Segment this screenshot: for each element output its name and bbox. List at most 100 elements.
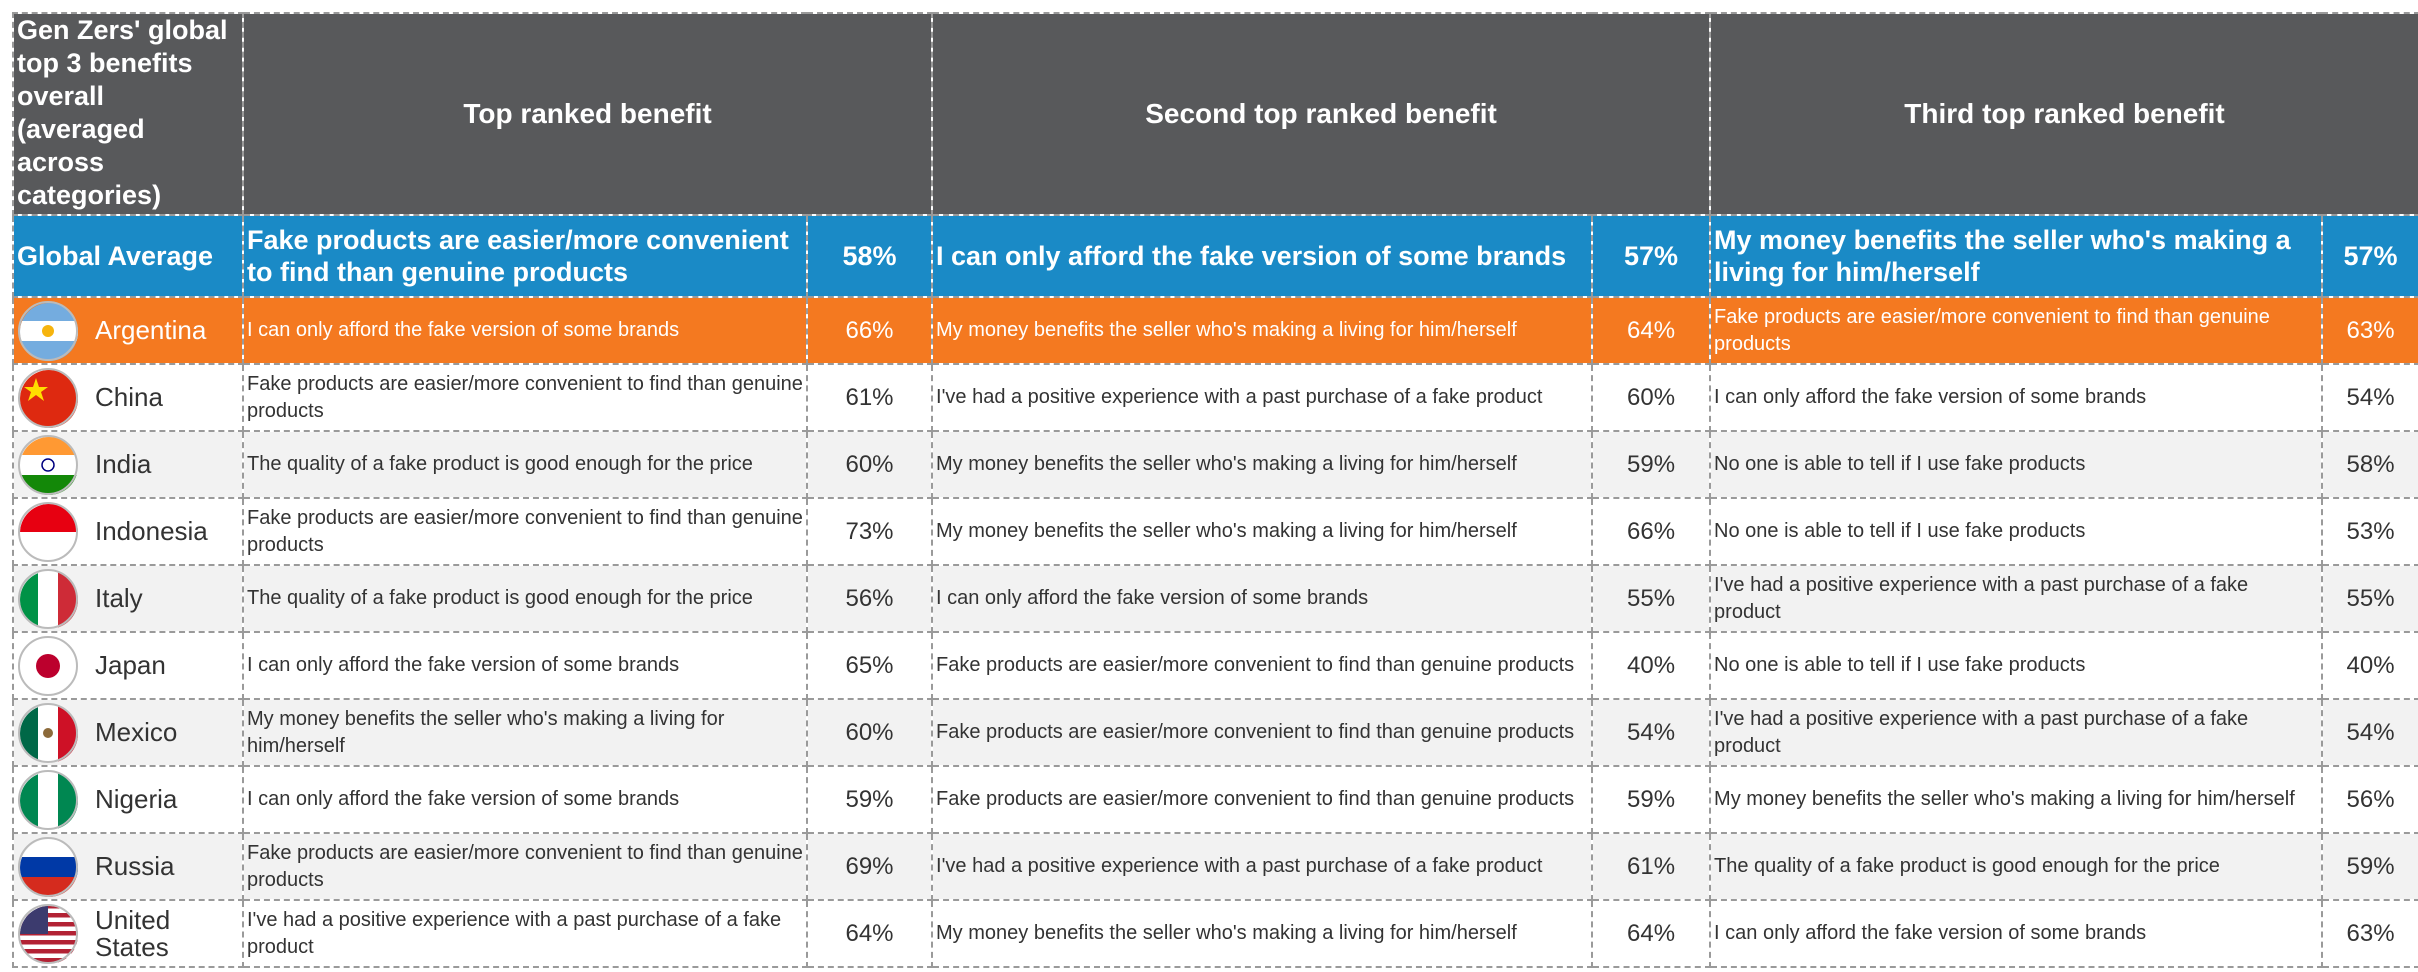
country-row: Nigeria I can only afford the fake versio…	[12, 765, 2418, 834]
percent: 63%	[2321, 296, 2418, 365]
benefit: No one is able to tell if I use fake pro…	[1709, 430, 2324, 499]
percent: 63%	[2321, 899, 2418, 968]
percent: 73%	[805, 497, 934, 566]
percent: 54%	[2321, 698, 2418, 767]
benefit: My money benefits the seller who's makin…	[931, 497, 1594, 566]
flag	[18, 635, 78, 696]
benefit: Fake products are easier/more convenient…	[931, 698, 1594, 767]
benefit: I've had a positive experience with a pa…	[242, 899, 808, 968]
benefit: Fake products are easier/more convenient…	[242, 832, 808, 901]
benefit: I can only afford the fake version of so…	[931, 214, 1594, 298]
country-cell: Italy	[12, 564, 244, 633]
percent: 66%	[1591, 497, 1712, 566]
percent: 59%	[805, 765, 934, 834]
country-row: Japan I can only afford the fake version …	[12, 631, 2418, 700]
benefit: Fake products are easier/more convenient…	[242, 363, 808, 432]
benefit: The quality of a fake product is good en…	[242, 430, 808, 499]
percent: 64%	[805, 899, 934, 968]
percent: 61%	[1591, 832, 1712, 901]
percent: 69%	[805, 832, 934, 901]
country-cell: Indonesia	[12, 497, 244, 566]
benefit: My money benefits the seller who's makin…	[1709, 214, 2324, 298]
percent: 58%	[2321, 430, 2418, 499]
country-name: China	[95, 382, 163, 412]
flag	[18, 300, 78, 361]
percent: 66%	[805, 296, 934, 365]
country-wrap: Russia	[17, 836, 239, 898]
column-header: Second top ranked benefit	[931, 12, 1712, 216]
benefit: Fake products are easier/more convenient…	[242, 214, 808, 298]
country-cell: Argentina	[12, 296, 244, 365]
benefit: No one is able to tell if I use fake pro…	[1709, 497, 2324, 566]
country-row: Italy The quality of a fake product is go…	[12, 564, 2418, 633]
benefit: I can only afford the fake version of so…	[1709, 363, 2324, 432]
country-wrap: Japan	[17, 635, 239, 697]
benefit: I've had a positive experience with a pa…	[1709, 698, 2324, 767]
benefit: The quality of a fake product is good en…	[1709, 832, 2324, 901]
country-wrap: India	[17, 434, 239, 496]
column-header: Third top ranked benefit	[1709, 12, 2418, 216]
percent: 55%	[1591, 564, 1712, 633]
country-cell: Japan	[12, 631, 244, 700]
flag	[18, 769, 78, 830]
percent: 58%	[805, 214, 934, 298]
flag	[18, 836, 78, 897]
benefit: My money benefits the seller who's makin…	[931, 899, 1594, 968]
percent: 40%	[1591, 631, 1712, 700]
benefit: Fake products are easier/more convenient…	[242, 497, 808, 566]
country-wrap: China	[17, 367, 239, 429]
country-name: United States	[95, 904, 171, 962]
country-name: Italy	[95, 583, 143, 613]
flag	[18, 568, 78, 629]
benefit: My money benefits the seller who's makin…	[242, 698, 808, 767]
country-name: Russia	[95, 851, 175, 881]
percent: 59%	[1591, 765, 1712, 834]
flag	[18, 434, 78, 495]
percent: 55%	[2321, 564, 2418, 633]
benefit: I can only afford the fake version of so…	[242, 296, 808, 365]
flag	[18, 501, 78, 562]
country-cell: Nigeria	[12, 765, 244, 834]
percent: 54%	[2321, 363, 2418, 432]
country-cell: India	[12, 430, 244, 499]
percent: 61%	[805, 363, 934, 432]
benefit: My money benefits the seller who's makin…	[931, 296, 1594, 365]
country-row: China Fake products are easier/more conve…	[12, 363, 2418, 432]
benefit: I can only afford the fake version of so…	[1709, 899, 2324, 968]
country-name: Mexico	[95, 717, 178, 747]
percent: 56%	[2321, 765, 2418, 834]
country-name: Argentina	[95, 315, 207, 345]
flag	[18, 903, 78, 964]
percent: 59%	[2321, 832, 2418, 901]
country-row: India The quality of a fake product is go…	[12, 430, 2418, 499]
percent: 64%	[1591, 899, 1712, 968]
benefit: I've had a positive experience with a pa…	[931, 363, 1594, 432]
benefit: I've had a positive experience with a pa…	[1709, 564, 2324, 633]
benefit: I can only afford the fake version of so…	[242, 765, 808, 834]
country-wrap: Indonesia	[17, 501, 239, 563]
benefit: I can only afford the fake version of so…	[931, 564, 1594, 633]
global-row: Global Average Fake products are easier/…	[12, 214, 2418, 298]
percent: 40%	[2321, 631, 2418, 700]
benefit: No one is able to tell if I use fake pro…	[1709, 631, 2324, 700]
flag	[18, 367, 78, 428]
flag	[18, 702, 78, 763]
country-cell: China	[12, 363, 244, 432]
country-name: Japan	[95, 650, 166, 680]
country-row: Indonesia Fake products are easier/more c…	[12, 497, 2418, 566]
percent: 60%	[1591, 363, 1712, 432]
country-row: Russia Fake products are easier/more conv…	[12, 832, 2418, 901]
country-wrap: Nigeria	[17, 769, 239, 831]
country-name: India	[95, 449, 152, 479]
percent: 65%	[805, 631, 934, 700]
country-name: Nigeria	[95, 784, 178, 814]
country-cell: Russia	[12, 832, 244, 901]
percent: 57%	[1591, 214, 1712, 298]
country-row: Argentina I can only afford the fake vers…	[12, 296, 2418, 365]
percent: 64%	[1591, 296, 1712, 365]
benefit: My money benefits the seller who's makin…	[931, 430, 1594, 499]
benefit: The quality of a fake product is good en…	[242, 564, 808, 633]
country-wrap: United States	[17, 903, 239, 965]
country-row: United States I've had a positive experie…	[12, 899, 2418, 968]
percent: 60%	[805, 430, 934, 499]
